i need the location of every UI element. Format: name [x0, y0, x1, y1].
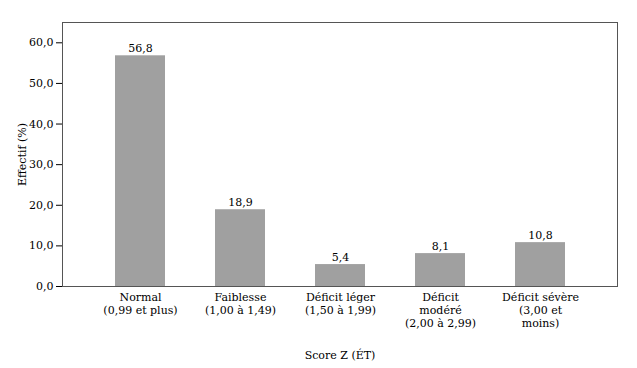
svg-text:18,9: 18,9	[228, 196, 253, 209]
svg-text:Score Z (ÉT): Score Z (ÉT)	[305, 348, 376, 362]
svg-text:Déficit sévère(3,00 etmoins): Déficit sévère(3,00 etmoins)	[502, 291, 579, 329]
svg-text:Faiblesse(1,00 à 1,49): Faiblesse(1,00 à 1,49)	[205, 291, 276, 317]
svg-text:20,0: 20,0	[29, 199, 54, 212]
svg-text:Déficit léger(1,50 à 1,99): Déficit léger(1,50 à 1,99)	[305, 291, 376, 317]
svg-text:40,0: 40,0	[29, 118, 54, 131]
svg-text:56,8: 56,8	[128, 42, 153, 55]
svg-text:Normal(0,99 et plus): Normal(0,99 et plus)	[103, 291, 177, 317]
svg-text:Effectif (%): Effectif (%)	[16, 123, 29, 186]
svg-text:30,0: 30,0	[29, 158, 54, 171]
svg-text:8,1: 8,1	[432, 240, 450, 253]
svg-text:5,4: 5,4	[332, 251, 350, 264]
svg-text:0,0: 0,0	[36, 280, 54, 293]
svg-text:10,8: 10,8	[528, 229, 553, 242]
svg-text:60,0: 60,0	[29, 36, 54, 49]
svg-text:50,0: 50,0	[29, 77, 54, 90]
svg-text:10,0: 10,0	[29, 239, 54, 252]
svg-text:Déficitmodéré(2,00 à 2,99): Déficitmodéré(2,00 à 2,99)	[405, 291, 476, 329]
